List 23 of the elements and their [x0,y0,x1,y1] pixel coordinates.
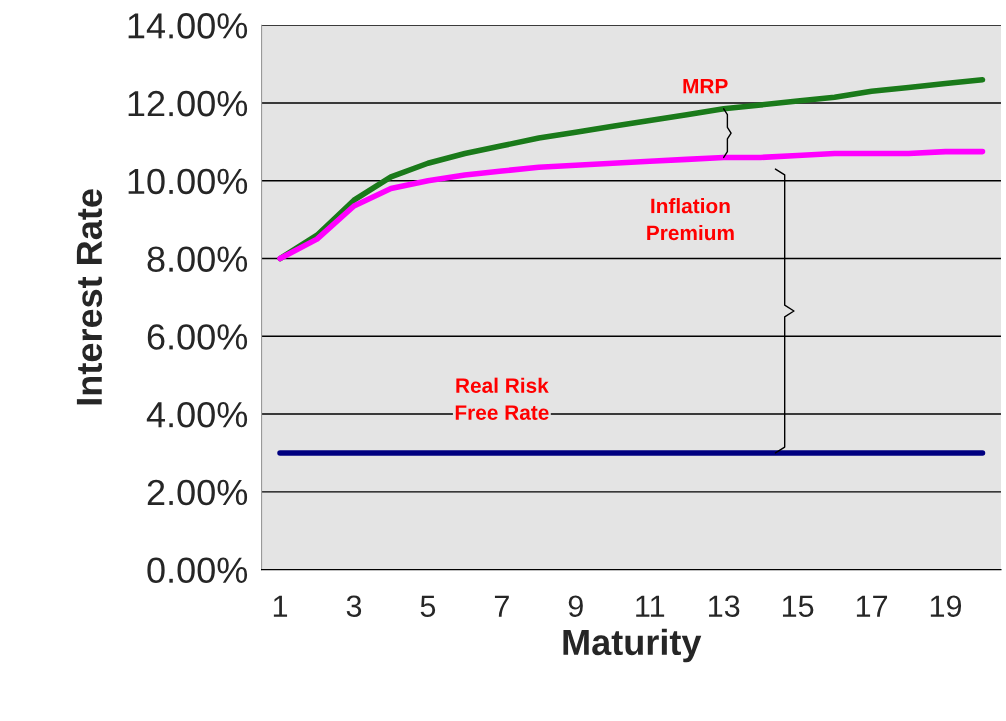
y-tick-label: 4.00% [146,401,248,428]
annotation: Inflation Premium [647,198,734,241]
y-tick-label: 14.00% [128,13,248,39]
x-tick-label: 9 [568,595,583,618]
x-axis-title: Maturity [563,628,702,663]
y-tick-label: 2.00% [147,479,248,506]
x-tick-label: 5 [420,595,436,618]
x-tick-label: 13 [709,595,740,618]
x-tick-label: 11 [636,595,665,617]
x-tick-label: 17 [856,595,888,617]
y-tick-label: 8.00% [147,246,248,272]
y-tick-label: 0.00% [147,557,248,584]
y-tick-label: 10.00% [128,168,248,195]
x-tick-label: 1 [273,595,288,617]
annotation: Real Risk Free Rate [455,377,549,420]
annotation: MRP [683,78,728,94]
y-tick-label: 6.00% [147,324,248,350]
y-axis-title: Interest Rate [76,189,103,405]
x-tick-label: 3 [346,595,362,618]
y-tick-label: 12.00% [128,90,248,117]
x-tick-label: 19 [930,595,962,618]
x-tick-label: 7 [494,595,509,617]
x-tick-label: 15 [782,595,814,618]
